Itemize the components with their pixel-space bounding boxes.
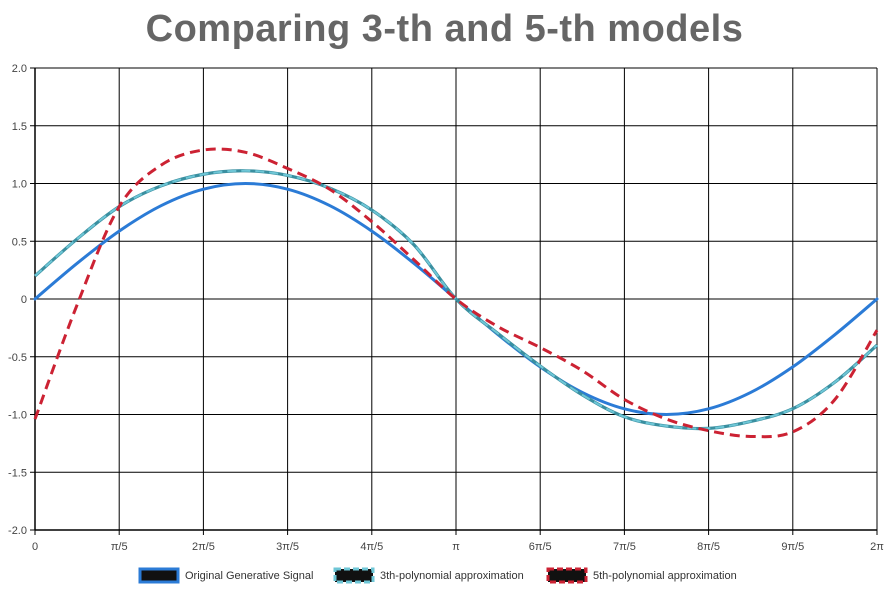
y-tick-label: -2.0 [8, 525, 27, 537]
legend-swatch [138, 567, 180, 584]
series-layer [33, 147, 879, 439]
legend-swatch [333, 567, 375, 584]
legend-label: 5th-polynomial approximation [593, 570, 737, 582]
y-tick-label: 2.0 [12, 63, 27, 75]
x-tick-label: 4π/5 [360, 541, 383, 553]
x-tick-label: 0 [32, 541, 38, 553]
legend-swatch [546, 567, 588, 584]
x-tick-label: 9π/5 [781, 541, 804, 553]
x-tick-label: 7π/5 [613, 541, 636, 553]
series-line-3th-polynomial-approximation [34, 169, 878, 430]
legend: Original Generative Signal 3th-polynomial… [138, 567, 737, 584]
y-tick-label: -0.5 [8, 352, 27, 364]
series-line-5th-polynomial-approximation [33, 147, 879, 439]
x-tick-label: π [452, 541, 460, 553]
legend-item-3th-polynomial-approximation: 3th-polynomial approximation [333, 567, 524, 584]
chart-title: Comparing 3-th and 5-th models [145, 8, 744, 50]
legend-item-original-generative-signal: Original Generative Signal [138, 567, 313, 584]
x-tick-label: 2π [870, 541, 884, 553]
x-tick-label: 8π/5 [697, 541, 720, 553]
y-tick-label: -1.5 [8, 467, 27, 479]
y-tick-label: 0 [21, 294, 27, 306]
y-tick-label: 1.0 [12, 179, 27, 191]
y-tick-label: -1.0 [8, 410, 27, 422]
legend-label: 3th-polynomial approximation [380, 570, 524, 582]
y-tick-label: 1.5 [12, 121, 27, 133]
legend-label: Original Generative Signal [185, 570, 313, 582]
x-tick-label: π/5 [111, 541, 128, 553]
x-tick-label: 3π/5 [276, 541, 299, 553]
x-tick-label: 2π/5 [192, 541, 215, 553]
legend-item-5th-polynomial-approximation: 5th-polynomial approximation [546, 567, 737, 584]
y-tick-label: 0.5 [12, 236, 27, 248]
axis-layer: -2.0 -1.5 -1.0 -0.5 0 0.5 1.0 1.5 2.0 0 π/5 2π/5 3π/… [8, 63, 884, 553]
x-tick-label: 6π/5 [529, 541, 552, 553]
